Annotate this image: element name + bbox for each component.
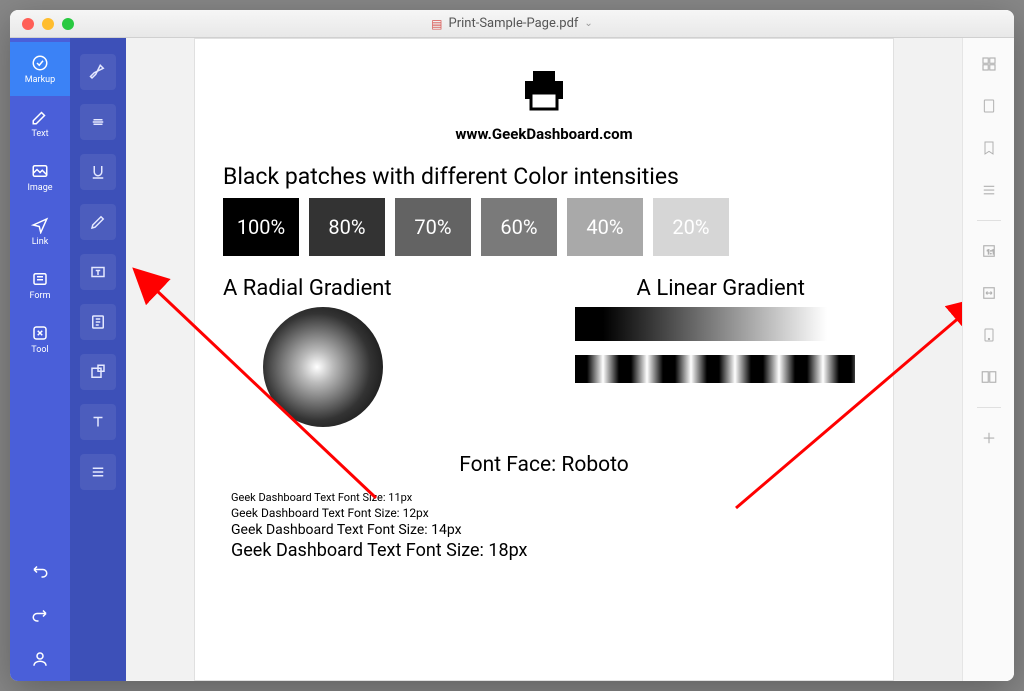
font-face-title: Font Face: Roboto <box>223 453 865 477</box>
chevron-down-icon[interactable]: ⌄ <box>584 18 592 29</box>
font-size-samples: Geek Dashboard Text Font Size: 11px Geek … <box>223 491 865 561</box>
redo-button[interactable] <box>10 593 70 637</box>
textbox-tool[interactable] <box>80 254 116 290</box>
svg-text:1:1: 1:1 <box>986 249 994 256</box>
sidebar-item-label: Markup <box>25 75 55 85</box>
sidebar-item-link[interactable]: Link <box>10 204 70 258</box>
window-title: ▤ Print-Sample-Page.pdf ⌄ <box>431 16 593 31</box>
sidebar-item-label: Form <box>30 291 51 301</box>
tool-icon <box>30 323 50 343</box>
pdf-file-icon: ▤ <box>431 17 442 31</box>
titlebar: ▤ Print-Sample-Page.pdf ⌄ <box>10 10 1014 38</box>
close-button[interactable] <box>22 18 34 30</box>
sidebar-item-label: Image <box>27 183 52 193</box>
shape-tool[interactable] <box>80 354 116 390</box>
radial-gradient-title: A Radial Gradient <box>223 276 392 301</box>
app-window: ▤ Print-Sample-Page.pdf ⌄ Markup Text <box>10 10 1014 681</box>
sidebar-right: 1:1 <box>962 38 1014 681</box>
fit-width-button[interactable] <box>977 281 1001 305</box>
color-patches-row: 100%80%70%60%40%20% <box>223 198 865 256</box>
outline-panel-button[interactable] <box>977 178 1001 202</box>
note-tool[interactable] <box>80 304 116 340</box>
font-sample-line: Geek Dashboard Text Font Size: 18px <box>231 540 865 561</box>
color-patch: 20% <box>653 198 729 256</box>
link-icon <box>30 215 50 235</box>
radial-gradient-sample <box>263 307 383 427</box>
linear-gradient-samples <box>575 307 855 383</box>
text-pencil-icon <box>30 107 50 127</box>
highlight-tool[interactable] <box>80 54 116 90</box>
maximize-button[interactable] <box>62 18 74 30</box>
font-sample-line: Geek Dashboard Text Font Size: 14px <box>231 522 865 538</box>
add-button[interactable] <box>977 426 1001 450</box>
font-sample-line: Geek Dashboard Text Font Size: 11px <box>231 491 865 504</box>
list-tool[interactable] <box>80 454 116 490</box>
minimize-button[interactable] <box>42 18 54 30</box>
color-patch: 40% <box>567 198 643 256</box>
bookmark-panel-button[interactable] <box>977 136 1001 160</box>
strikethrough-tool[interactable] <box>80 104 116 140</box>
sidebar-item-label: Link <box>32 237 49 247</box>
document-viewport[interactable]: www.GeekDashboard.com Black patches with… <box>126 38 962 681</box>
sidebar-item-form[interactable]: Form <box>10 258 70 312</box>
document-page: www.GeekDashboard.com Black patches with… <box>194 38 894 681</box>
undo-button[interactable] <box>10 549 70 593</box>
color-patch: 100% <box>223 198 299 256</box>
traffic-lights <box>22 18 74 30</box>
sidebar-primary: Markup Text Image Link <box>10 38 70 681</box>
font-sample-line: Geek Dashboard Text Font Size: 12px <box>231 506 865 520</box>
thumbnails-panel-button[interactable] <box>977 52 1001 76</box>
app-body: Markup Text Image Link <box>10 38 1014 681</box>
divider <box>977 407 1001 408</box>
form-icon <box>30 269 50 289</box>
sidebar-item-image[interactable]: Image <box>10 150 70 204</box>
sidebar-item-label: Tool <box>31 345 48 355</box>
underline-tool[interactable] <box>80 154 116 190</box>
linear-gradient-title: A Linear Gradient <box>637 276 805 301</box>
linear-gradient-stepped <box>575 355 855 383</box>
sidebar-item-markup[interactable]: Markup <box>10 42 70 96</box>
sidebar-secondary <box>70 38 126 681</box>
markup-icon <box>30 53 50 73</box>
site-url: www.GeekDashboard.com <box>223 125 865 143</box>
image-icon <box>30 161 50 181</box>
printer-icon <box>223 69 865 113</box>
linear-gradient-smooth <box>575 307 855 341</box>
color-patch: 80% <box>309 198 385 256</box>
page-panel-button[interactable] <box>977 94 1001 118</box>
patches-title: Black patches with different Color inten… <box>223 163 865 190</box>
single-page-view-button[interactable] <box>977 323 1001 347</box>
pencil-tool[interactable] <box>80 204 116 240</box>
sidebar-item-label: Text <box>31 129 48 139</box>
two-page-view-button[interactable] <box>977 365 1001 389</box>
user-button[interactable] <box>10 637 70 681</box>
color-patch: 60% <box>481 198 557 256</box>
fit-page-button[interactable]: 1:1 <box>977 239 1001 263</box>
color-patch: 70% <box>395 198 471 256</box>
sidebar-item-tool[interactable]: Tool <box>10 312 70 366</box>
window-title-text: Print-Sample-Page.pdf <box>449 16 579 31</box>
sidebar-item-text[interactable]: Text <box>10 96 70 150</box>
text-tool[interactable] <box>80 404 116 440</box>
divider <box>977 220 1001 221</box>
